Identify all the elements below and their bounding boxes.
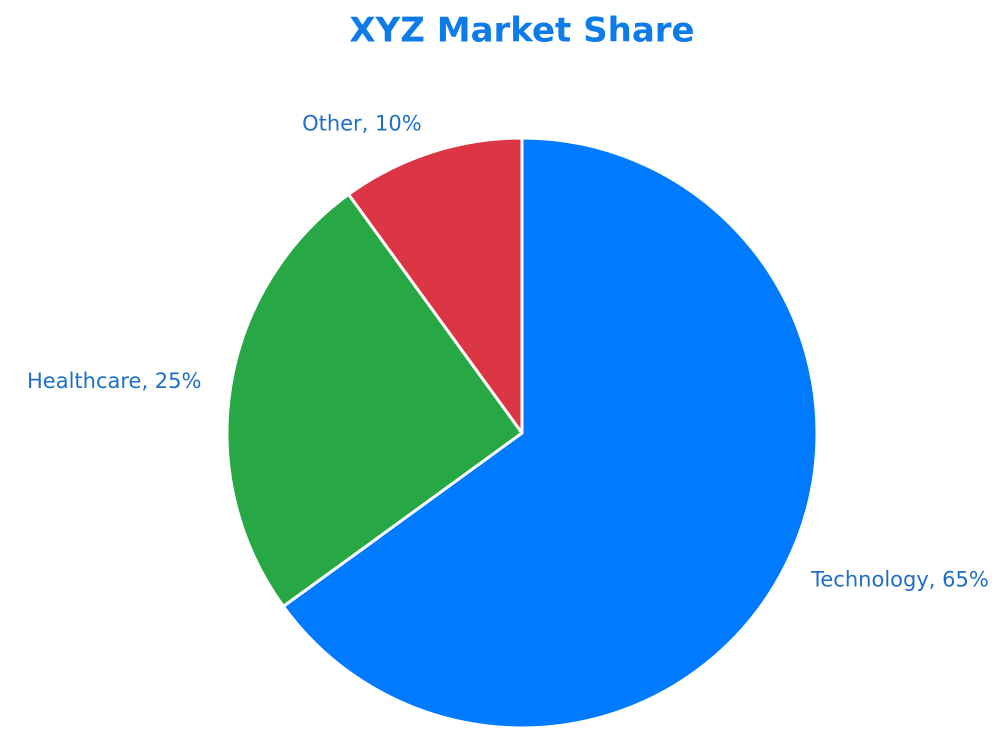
pie-slice	[281, 136, 819, 730]
chart-title: XYZ Market Share	[349, 11, 694, 51]
slice-label: Technology, 65%	[810, 567, 989, 591]
slice-label: Healthcare, 25%	[27, 369, 202, 393]
pie-slice	[347, 136, 524, 435]
pie-slice	[225, 192, 524, 608]
slice-label: Other, 10%	[302, 111, 422, 135]
